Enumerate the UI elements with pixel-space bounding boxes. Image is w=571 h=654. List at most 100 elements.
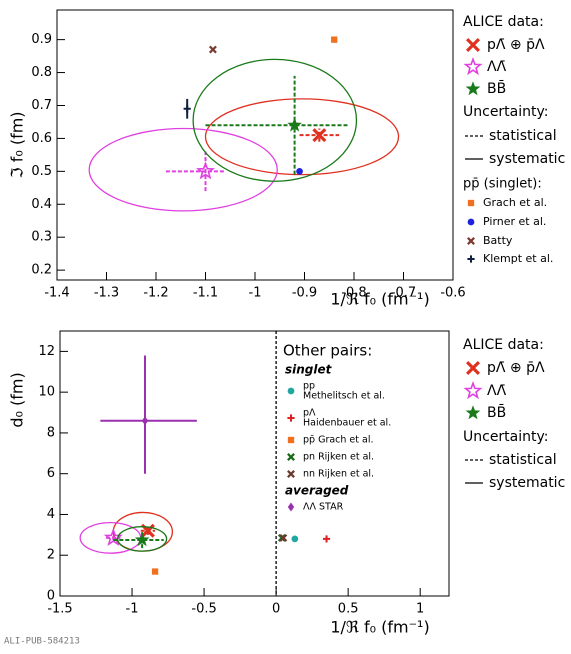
marker <box>287 470 295 478</box>
marker <box>465 405 481 420</box>
marker <box>466 361 480 375</box>
legend-label: systematic <box>489 151 565 167</box>
marker <box>467 255 475 263</box>
legend-label: ΛΛ̄ <box>487 59 507 75</box>
y-tick-label: 0.5 <box>31 164 52 179</box>
x-tick-label: -0.5 <box>191 602 216 617</box>
systematic-ellipse <box>192 58 358 182</box>
y-tick-label: 0.2 <box>31 263 52 278</box>
legend-title: pp̄ (singlet): <box>463 177 542 192</box>
legend-label: Klempt et al. <box>483 252 553 265</box>
x-tick-label: -1.4 <box>44 286 69 301</box>
marker <box>151 568 159 575</box>
x-tick-label: -1 <box>126 602 139 617</box>
marker <box>296 167 303 175</box>
x-axis-label: 1/ℜ f₀ (fm⁻¹) <box>330 290 429 309</box>
marker <box>463 57 483 76</box>
legend-title: ALICE data: <box>463 14 544 30</box>
y-axis-label: ℑ f₀ (fm) <box>8 111 27 178</box>
y-tick-label: 0.9 <box>31 32 52 47</box>
x-tick-label: 0 <box>272 602 280 617</box>
y-tick-label: 0.4 <box>31 197 52 212</box>
marker <box>467 218 475 226</box>
marker <box>322 535 331 543</box>
legend-note: Methelitsch et al. <box>303 391 385 402</box>
x-axis-label: 1/ℜ f₀ (fm⁻¹) <box>330 618 429 637</box>
marker <box>287 387 295 395</box>
marker <box>183 105 191 113</box>
y-tick-label: 6 <box>47 466 55 481</box>
x-tick-label: 1 <box>416 602 424 617</box>
marker <box>208 45 217 54</box>
x-tick-label: -0.7 <box>391 286 416 301</box>
marker <box>141 416 149 426</box>
marker <box>467 199 475 207</box>
x-tick-label: -1.5 <box>47 602 72 617</box>
x-tick-label: -1.2 <box>143 286 168 301</box>
marker <box>331 36 338 43</box>
legend-label: statistical <box>489 128 557 144</box>
marker <box>465 81 481 96</box>
legend-note: Haidenbauer et al. <box>303 418 391 429</box>
marker <box>467 237 475 245</box>
y-tick-label: 10 <box>38 385 55 400</box>
marker <box>196 161 215 180</box>
legend-label: ΛΛ STAR <box>303 502 344 513</box>
legend-title: Other pairs: <box>283 342 372 360</box>
systematic-ellipse <box>116 526 168 552</box>
marker <box>312 128 327 143</box>
y-tick-label: 4 <box>47 507 55 522</box>
legend-label: pp <box>303 381 315 392</box>
legend-group: averaged <box>285 484 349 498</box>
legend-title: ALICE data: <box>463 337 544 353</box>
x-tick-label: -1 <box>249 286 262 301</box>
y-tick-label: 0.3 <box>31 230 52 245</box>
legend-title: Uncertainty: <box>463 104 549 120</box>
legend-label: pΛ̄ ⊕ p̄Λ <box>487 360 545 376</box>
legend-label: BB̄ <box>487 403 506 421</box>
legend-title: Uncertainty: <box>463 429 549 445</box>
x-tick-label: -0.6 <box>440 286 465 301</box>
legend-label: BB̄ <box>487 79 506 97</box>
y-tick-label: 2 <box>47 548 55 563</box>
legend-label: nn Rijken et al. <box>303 469 374 480</box>
marker <box>279 533 288 542</box>
plot-frame <box>56 9 454 281</box>
legend-label: Batty <box>483 234 513 247</box>
legend-label: statistical <box>489 452 557 468</box>
marker <box>287 117 302 132</box>
marker <box>466 38 480 52</box>
legend-label: pΛ̄ ⊕ p̄Λ <box>487 37 545 53</box>
legend-group: singlet <box>285 363 333 377</box>
y-axis-label: d₀ (fm) <box>8 372 27 427</box>
marker <box>287 453 295 461</box>
y-tick-label: 8 <box>47 425 55 440</box>
marker <box>287 436 295 444</box>
legend-label: pp̄ Grach et al. <box>303 435 374 446</box>
y-tick-label: 0.6 <box>31 131 52 146</box>
x-tick-label: -1.1 <box>193 286 218 301</box>
legend-label: pΛ <box>303 408 316 419</box>
marker <box>291 535 299 543</box>
legend-label: systematic <box>489 475 565 491</box>
marker <box>287 414 295 422</box>
legend-label: Pirner et al. <box>483 215 546 228</box>
y-tick-label: 12 <box>38 344 55 359</box>
x-tick-label: 0.5 <box>338 602 359 617</box>
x-tick-label: -1.3 <box>94 286 119 301</box>
marker <box>287 502 295 512</box>
legend-label: pn Rijken et al. <box>303 452 374 463</box>
y-tick-label: 0.8 <box>31 65 52 80</box>
systematic-ellipse <box>204 98 400 176</box>
legend-label: ΛΛ̄ <box>487 383 507 399</box>
y-tick-label: 0 <box>47 589 55 604</box>
marker <box>463 381 483 400</box>
plot-frame <box>59 330 450 597</box>
marker <box>134 532 150 547</box>
systematic-ellipse <box>88 127 278 212</box>
legend-label: Grach et al. <box>483 196 547 209</box>
footer: ALI-PUB-584213 <box>4 637 80 647</box>
x-tick-label: -0.8 <box>341 286 366 301</box>
